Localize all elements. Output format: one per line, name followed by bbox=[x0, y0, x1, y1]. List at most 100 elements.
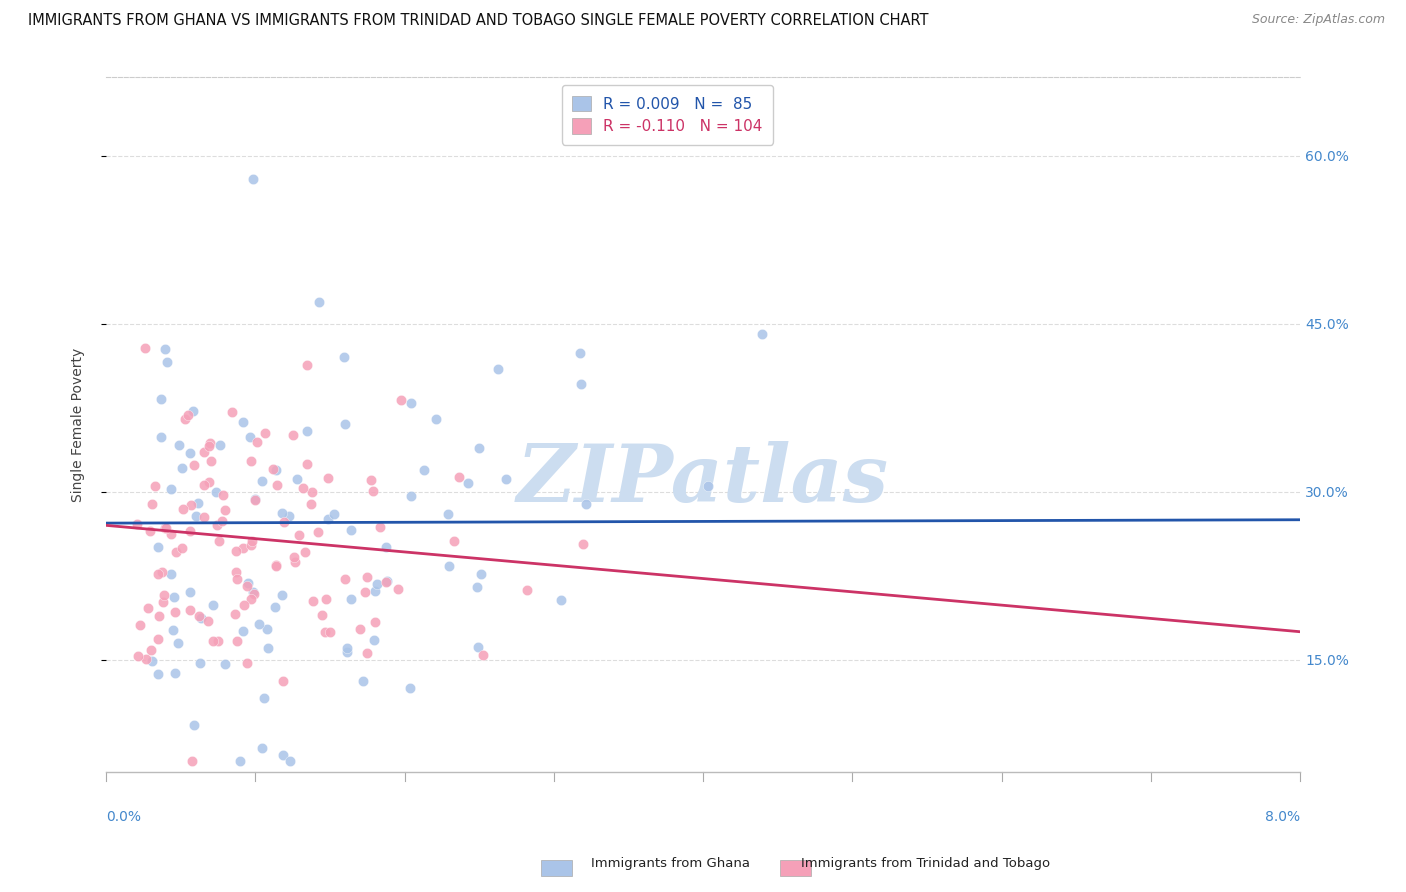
Point bbox=[134, 341, 156, 355]
Point bbox=[139, 643, 162, 657]
Point bbox=[184, 508, 207, 523]
Point bbox=[136, 601, 159, 615]
Point bbox=[172, 541, 194, 555]
Point bbox=[550, 592, 572, 607]
Point bbox=[374, 540, 396, 554]
Point bbox=[239, 453, 262, 467]
Point bbox=[311, 608, 333, 623]
Point bbox=[193, 445, 215, 459]
Point bbox=[273, 515, 295, 529]
Point bbox=[363, 483, 385, 498]
Point bbox=[135, 651, 157, 665]
Point bbox=[197, 475, 219, 489]
Point bbox=[236, 656, 259, 670]
Point bbox=[242, 587, 264, 601]
Point bbox=[472, 648, 495, 662]
Point bbox=[443, 533, 465, 548]
Point bbox=[148, 667, 170, 681]
Point bbox=[366, 577, 388, 591]
Point bbox=[333, 417, 356, 432]
Point bbox=[751, 326, 773, 341]
Point bbox=[231, 541, 253, 555]
Point bbox=[146, 566, 169, 581]
Point bbox=[250, 474, 273, 488]
Point bbox=[387, 582, 409, 596]
Point bbox=[399, 395, 422, 409]
Point bbox=[160, 526, 183, 541]
Point bbox=[155, 521, 177, 535]
Point bbox=[285, 472, 308, 486]
Point bbox=[149, 392, 172, 407]
Point bbox=[301, 497, 323, 511]
Point bbox=[250, 741, 273, 756]
Point bbox=[356, 646, 378, 660]
Point bbox=[283, 549, 305, 564]
Point bbox=[302, 593, 325, 607]
Point bbox=[413, 463, 436, 477]
Point bbox=[229, 754, 252, 768]
Point bbox=[295, 457, 318, 471]
Point bbox=[242, 171, 264, 186]
Point bbox=[150, 566, 173, 580]
Point bbox=[295, 358, 318, 372]
Point bbox=[333, 350, 356, 364]
Point bbox=[266, 478, 288, 492]
Point bbox=[207, 517, 229, 532]
Point bbox=[467, 442, 489, 456]
Point bbox=[160, 567, 183, 582]
Point bbox=[225, 634, 247, 648]
Point bbox=[240, 533, 263, 548]
Point bbox=[364, 615, 387, 629]
Point bbox=[149, 430, 172, 444]
Text: IMMIGRANTS FROM GHANA VS IMMIGRANTS FROM TRINIDAD AND TOBAGO SINGLE FEMALE POVER: IMMIGRANTS FROM GHANA VS IMMIGRANTS FROM… bbox=[28, 13, 928, 29]
Point bbox=[232, 598, 254, 612]
Point bbox=[457, 475, 479, 490]
Point bbox=[339, 591, 361, 606]
Point bbox=[374, 575, 396, 590]
Point bbox=[246, 435, 269, 450]
Point bbox=[364, 584, 387, 599]
Point bbox=[401, 489, 423, 503]
Point bbox=[436, 507, 458, 521]
Point bbox=[214, 657, 236, 671]
Point bbox=[201, 598, 224, 612]
Point bbox=[198, 440, 221, 454]
Point bbox=[271, 747, 294, 762]
Text: Source: ZipAtlas.com: Source: ZipAtlas.com bbox=[1251, 13, 1385, 27]
Point bbox=[197, 615, 219, 629]
Point bbox=[271, 588, 294, 602]
Point bbox=[188, 608, 211, 623]
Point bbox=[339, 523, 361, 537]
Point bbox=[569, 346, 592, 360]
Point bbox=[208, 533, 231, 548]
Point bbox=[181, 754, 204, 768]
Point bbox=[356, 570, 378, 584]
Point bbox=[399, 681, 422, 695]
Point bbox=[170, 461, 193, 475]
Point bbox=[156, 355, 179, 369]
Point bbox=[179, 524, 201, 538]
Point bbox=[243, 492, 266, 507]
Text: Immigrants from Ghana: Immigrants from Ghana bbox=[591, 856, 749, 870]
Point bbox=[447, 470, 470, 484]
Point bbox=[231, 415, 253, 429]
Point bbox=[225, 543, 247, 558]
Point bbox=[139, 524, 162, 538]
Point bbox=[370, 520, 392, 534]
Point bbox=[146, 541, 169, 555]
Point bbox=[200, 435, 222, 450]
Point bbox=[193, 509, 215, 524]
Point bbox=[146, 632, 169, 646]
Point bbox=[127, 649, 149, 664]
Point bbox=[297, 424, 319, 438]
Point bbox=[281, 427, 304, 442]
Point bbox=[153, 588, 176, 602]
Point bbox=[239, 538, 262, 552]
Point bbox=[262, 462, 284, 476]
Point bbox=[155, 521, 177, 535]
Point bbox=[569, 377, 592, 392]
Point bbox=[314, 624, 336, 639]
Point bbox=[200, 453, 222, 467]
Point bbox=[209, 438, 232, 452]
Point bbox=[316, 512, 339, 526]
